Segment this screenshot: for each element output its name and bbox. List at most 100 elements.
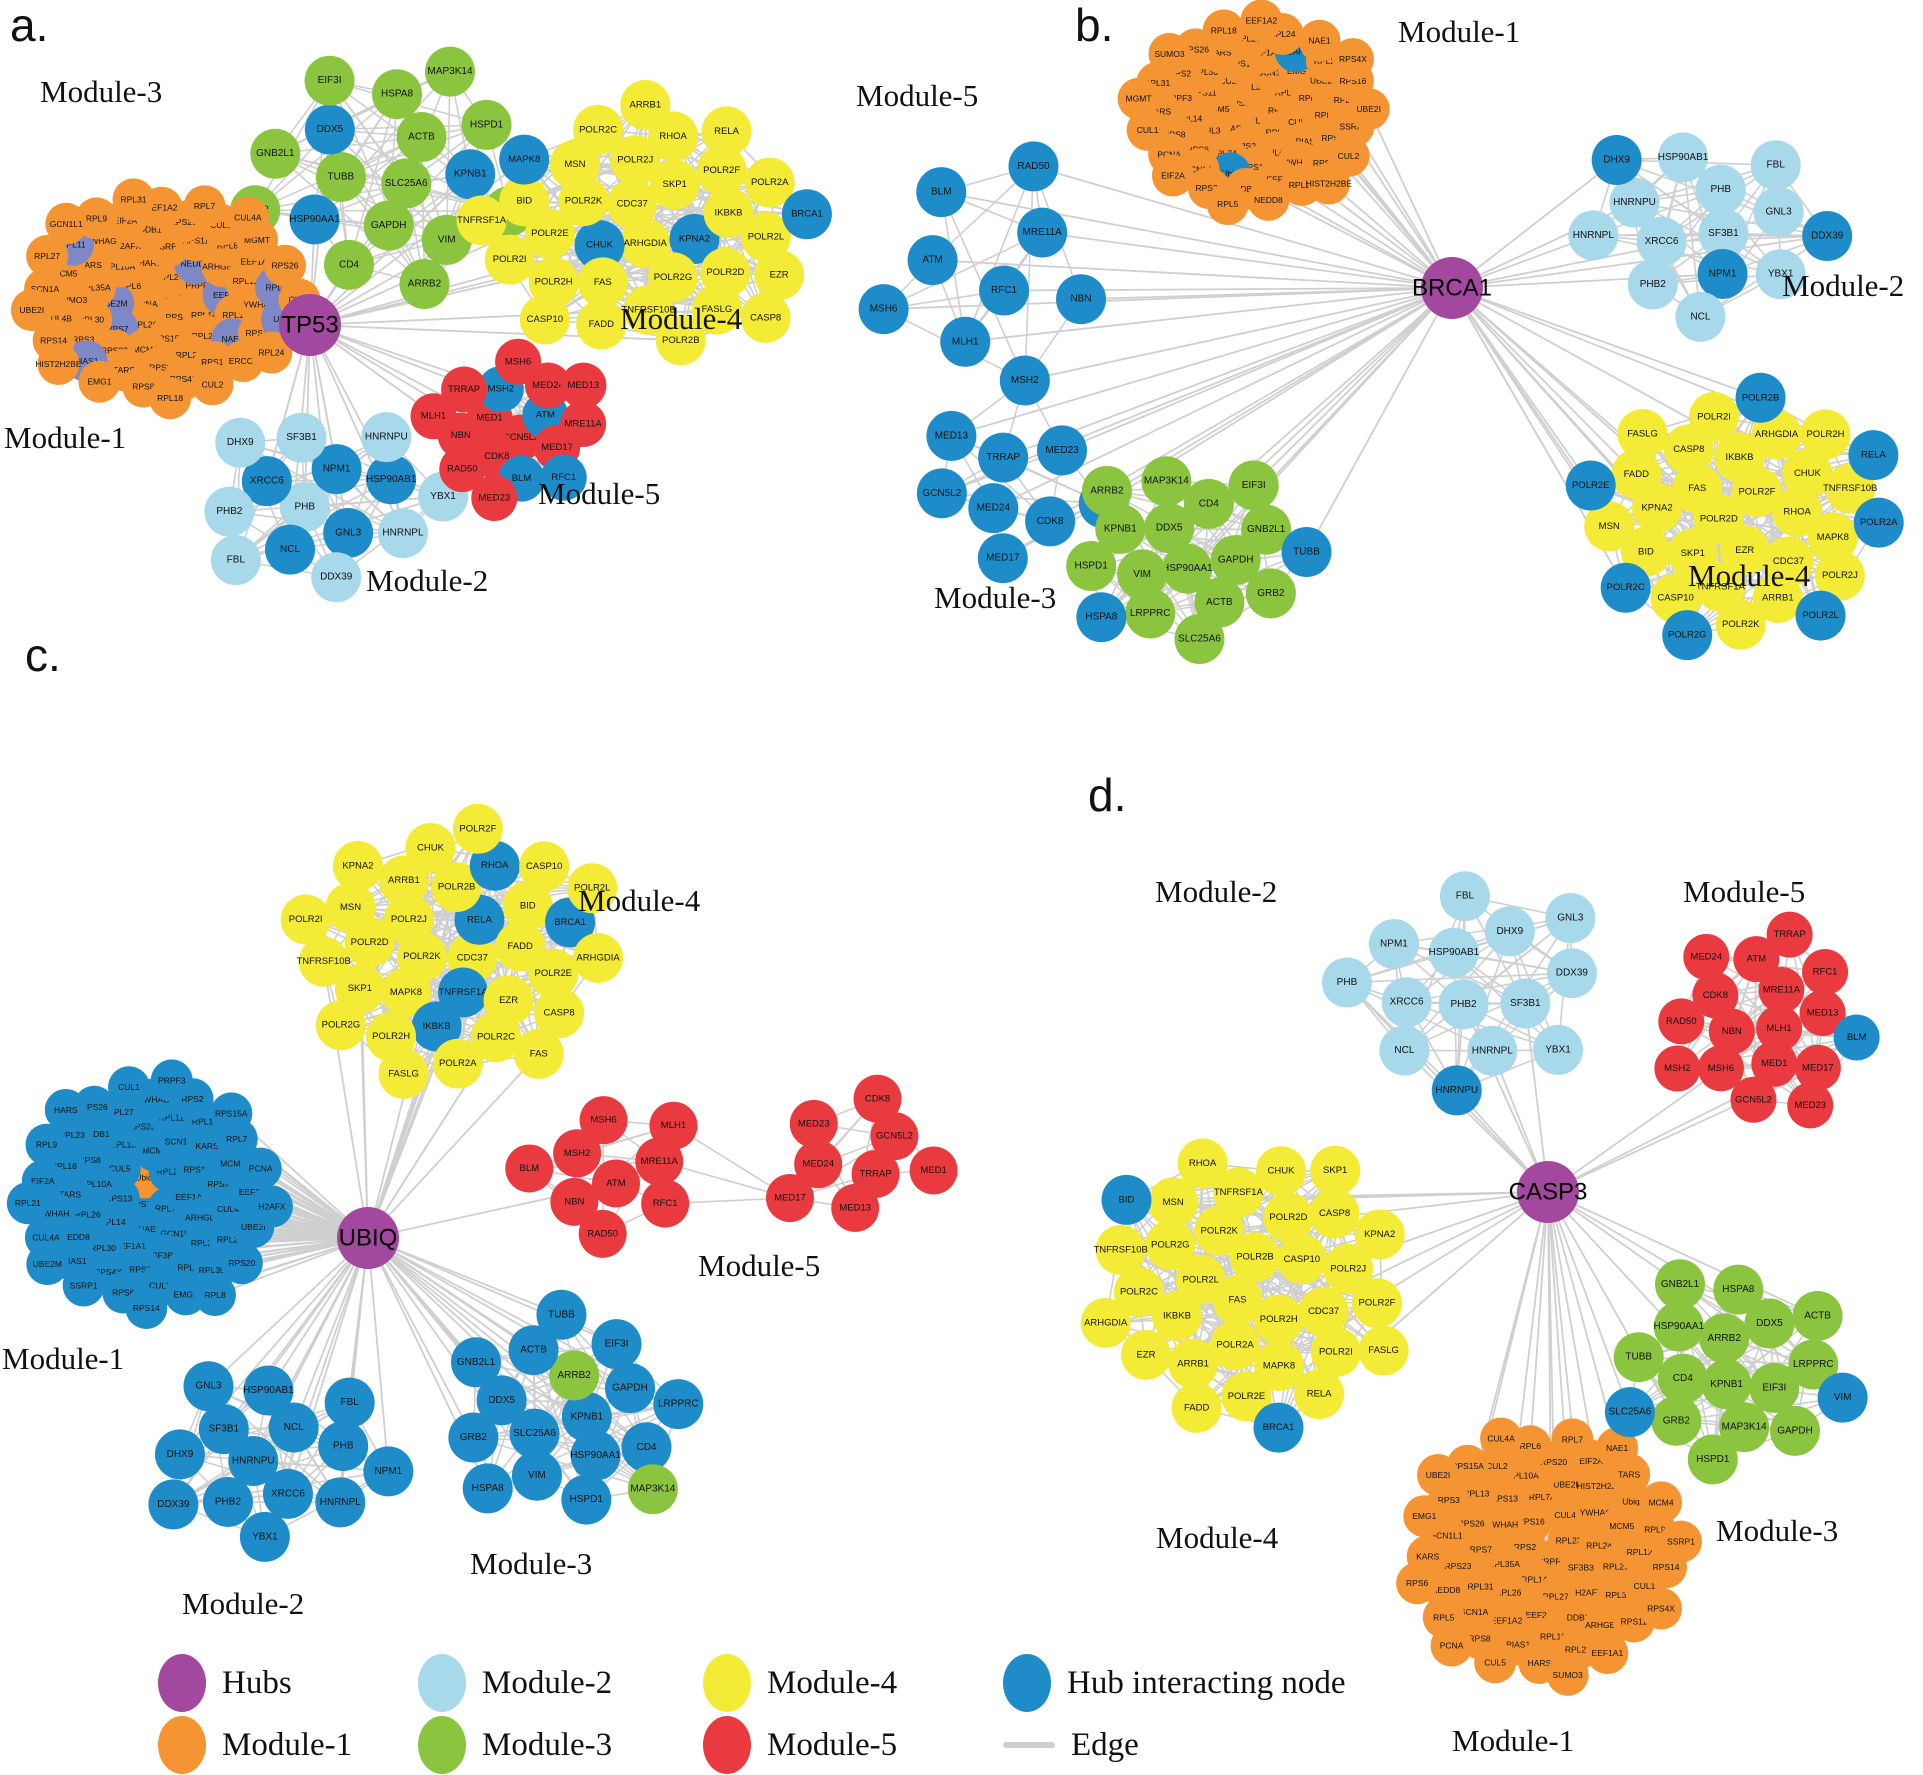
node-HSPA8: HSPA8 (1713, 1264, 1764, 1315)
node-HNRNPL: HNRNPL (1467, 1025, 1518, 1076)
node-POLR2C: POLR2C (1600, 562, 1651, 613)
svg-text:DDX5: DDX5 (488, 1395, 515, 1406)
node-CUL2: CUL2 (191, 363, 234, 406)
svg-text:RPL24: RPL24 (258, 348, 284, 358)
svg-text:EZR: EZR (1735, 545, 1754, 556)
svg-text:POLR2E: POLR2E (534, 968, 572, 979)
node-ARHGDIA: ARHGDIA (573, 932, 624, 983)
node-GNB2L1: GNB2L1 (1655, 1259, 1706, 1310)
svg-text:POLR2J: POLR2J (617, 155, 653, 166)
edge (1451, 273, 1723, 289)
svg-text:ATM: ATM (1747, 954, 1766, 965)
edge (883, 287, 1453, 311)
svg-text:XRCC6: XRCC6 (1645, 236, 1679, 247)
svg-text:MLH1: MLH1 (421, 411, 446, 422)
node-CUL4A: CUL4A (226, 196, 269, 239)
svg-text:CASP10: CASP10 (526, 861, 562, 872)
svg-text:POLR2L: POLR2L (1182, 1274, 1218, 1285)
node-CASP10: CASP10 (519, 294, 570, 345)
svg-text:SKP1: SKP1 (663, 179, 687, 190)
node-SLC25A6: SLC25A6 (1174, 613, 1225, 664)
svg-text:TNFRSF1A: TNFRSF1A (1214, 1187, 1264, 1198)
svg-text:GCN5L2: GCN5L2 (922, 488, 961, 499)
svg-text:RPS14: RPS14 (133, 1303, 160, 1313)
svg-text:DDX5: DDX5 (1756, 1318, 1783, 1329)
svg-text:CDK8: CDK8 (865, 1093, 890, 1104)
node-ARRB2: ARRB2 (1081, 465, 1132, 516)
node-LRPPRC: LRPPRC (653, 1379, 704, 1430)
node-EZR: EZR (1120, 1329, 1171, 1380)
svg-text:MAPK8: MAPK8 (390, 987, 422, 998)
svg-text:NEDD8: NEDD8 (1254, 195, 1283, 205)
svg-text:Ubiq: Ubiq (1622, 1496, 1640, 1506)
node-EIF3I: EIF3I (591, 1319, 642, 1370)
svg-text:CUL4A: CUL4A (1487, 1433, 1515, 1443)
svg-text:MAPK8: MAPK8 (1263, 1361, 1295, 1372)
svg-text:MED13: MED13 (1807, 1008, 1839, 1019)
node-SF3B1: SF3B1 (1500, 978, 1551, 1029)
node-HSPD1: HSPD1 (561, 1474, 612, 1525)
svg-text:HSPA8: HSPA8 (472, 1483, 504, 1494)
node-CD4: CD4 (1657, 1353, 1708, 1404)
node-MED23: MED23 (1037, 425, 1088, 476)
node-MSH6: MSH6 (579, 1096, 628, 1145)
node-DHX9: DHX9 (1484, 906, 1535, 957)
svg-text:FADD: FADD (1624, 469, 1649, 480)
module-label: Module-1 (2, 1341, 125, 1376)
svg-text:RELA: RELA (1861, 450, 1886, 461)
svg-text:RAD50: RAD50 (1017, 161, 1050, 172)
svg-text:MED24: MED24 (802, 1159, 834, 1170)
node-UBE2M: UBE2M (26, 1243, 69, 1286)
svg-text:CUL2: CUL2 (1338, 151, 1360, 161)
svg-text:CDK8: CDK8 (484, 451, 509, 462)
svg-text:GCN5L2: GCN5L2 (876, 1131, 913, 1142)
color-swatch (1003, 1654, 1051, 1712)
node-EIF3I: EIF3I (1228, 460, 1279, 511)
svg-text:KARS: KARS (1416, 1551, 1439, 1561)
svg-text:BLM: BLM (1847, 1032, 1867, 1043)
node-PHB: PHB (1695, 164, 1746, 215)
svg-text:POLR2B: POLR2B (1742, 392, 1780, 403)
svg-text:ATM: ATM (536, 410, 555, 421)
node-POLR2A: POLR2A (1853, 497, 1904, 548)
node-EIF2A: EIF2A (1151, 154, 1194, 197)
svg-text:CD4: CD4 (636, 1442, 656, 1453)
svg-text:SKP1: SKP1 (348, 983, 372, 994)
node-ACTB: ACTB (1792, 1290, 1843, 1341)
node-BLM: BLM (505, 1144, 554, 1193)
edge (964, 166, 1035, 343)
svg-text:MRE11A: MRE11A (564, 419, 602, 430)
edge (1061, 287, 1453, 452)
node-MED23: MED23 (471, 474, 518, 521)
node-POLR2H: POLR2H (1253, 1294, 1304, 1345)
svg-text:CHUK: CHUK (417, 842, 445, 853)
svg-text:FAS: FAS (594, 277, 612, 288)
svg-text:MED17: MED17 (774, 1193, 806, 1204)
panel-letter: a. (10, 0, 49, 51)
node-NPM1: NPM1 (1697, 248, 1748, 299)
legend-label: Hubs (222, 1664, 292, 1701)
legend-label: Module-2 (482, 1664, 613, 1701)
node-TRRAP: TRRAP (1766, 911, 1813, 958)
svg-text:EEF1A2: EEF1A2 (1246, 16, 1278, 26)
node-POLR2F: POLR2F (1351, 1278, 1402, 1329)
svg-text:DDX5: DDX5 (1156, 523, 1183, 534)
svg-text:MCM5: MCM5 (1609, 1521, 1634, 1531)
svg-text:POLR2C: POLR2C (579, 124, 617, 135)
node-RELA: RELA (1294, 1369, 1345, 1420)
svg-text:MCM4: MCM4 (1649, 1497, 1674, 1507)
node-POLR2E: POLR2E (1565, 460, 1616, 511)
svg-text:UBE2M: UBE2M (33, 1259, 62, 1269)
node-FADD: FADD (1171, 1382, 1222, 1433)
svg-text:MED13: MED13 (839, 1202, 871, 1213)
svg-text:RPL18: RPL18 (157, 393, 183, 403)
node-MED23: MED23 (1787, 1082, 1834, 1129)
node-HNRNPU: HNRNPU (1609, 177, 1660, 228)
node-POLR2D: POLR2D (1263, 1192, 1314, 1243)
svg-text:TNFRSF10B: TNFRSF10B (1093, 1245, 1147, 1256)
node-RPL7: RPL7 (183, 185, 226, 228)
node-DHX9: DHX9 (1591, 134, 1642, 185)
node-HSPD1: HSPD1 (1687, 1434, 1738, 1485)
node-ARRB2: ARRB2 (1699, 1313, 1750, 1364)
svg-text:HSPD1: HSPD1 (570, 1494, 604, 1505)
